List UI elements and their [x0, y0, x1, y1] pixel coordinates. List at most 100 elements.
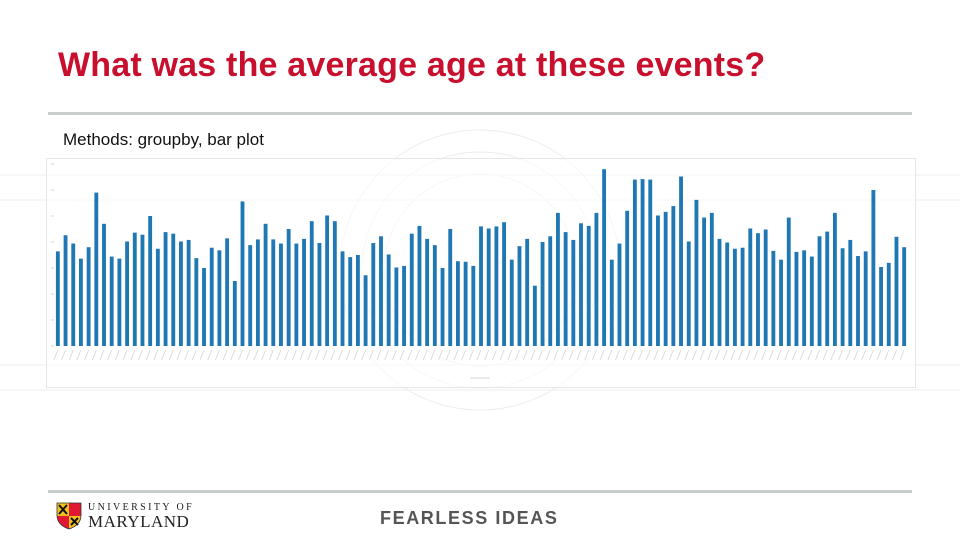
- x-tick-label-mark: [68, 349, 74, 361]
- bar: [194, 258, 199, 346]
- bar: [740, 247, 745, 346]
- x-tick-label-mark: [745, 349, 751, 361]
- x-tick-label-mark: [115, 349, 120, 361]
- x-tick-label-mark: [807, 349, 813, 361]
- bar: [179, 241, 183, 346]
- fearless-ideas-tagline: FEARLESS IDEAS: [380, 508, 559, 528]
- bar: [317, 243, 322, 346]
- x-tick-label-mark: [784, 349, 790, 361]
- logo-line-1: UNIVERSITY OF: [88, 502, 195, 513]
- bar: [240, 201, 245, 346]
- x-tick-label-mark: [553, 349, 559, 361]
- x-tick-label-mark: [438, 349, 443, 361]
- x-tick-label-mark: [561, 349, 567, 361]
- x-tick-label-mark: [899, 349, 905, 361]
- x-tick-label-mark: [492, 349, 497, 361]
- bar: [902, 247, 907, 346]
- x-tick-label-mark: [545, 349, 551, 361]
- bar: [709, 212, 714, 346]
- x-tick-label-mark: [453, 349, 459, 361]
- bar: [694, 199, 699, 346]
- bar: [286, 229, 291, 346]
- bar: [371, 243, 376, 346]
- x-tick-label-mark: [161, 349, 166, 361]
- x-tick-label-mark: [861, 349, 867, 361]
- bar: [494, 226, 499, 346]
- x-tick-label-mark: [84, 349, 89, 361]
- bar: [86, 247, 91, 346]
- x-tick-label-mark: [869, 349, 874, 361]
- bar: [163, 232, 168, 346]
- bar: [656, 215, 660, 346]
- bar: [409, 233, 414, 346]
- bar: [586, 225, 591, 346]
- x-tick-label-mark: [499, 349, 505, 361]
- x-tick-label-mark: [853, 349, 859, 361]
- bar: [417, 225, 422, 346]
- x-tick-label-mark: [91, 349, 97, 361]
- bar: [894, 236, 899, 346]
- x-tick-label-mark: [284, 349, 290, 361]
- bar: [625, 210, 630, 346]
- bar: [225, 238, 230, 346]
- footer-divider: [48, 490, 912, 493]
- x-tick-label-mark: [207, 349, 213, 361]
- x-tick-label-mark: [799, 349, 805, 361]
- x-tick-label-mark: [599, 349, 605, 361]
- x-tick-label-mark: [753, 349, 759, 361]
- x-tick-label-mark: [476, 349, 482, 361]
- bar: [486, 228, 491, 346]
- bar: [517, 246, 522, 346]
- x-tick-label-mark: [253, 349, 259, 361]
- x-tick-label-mark: [53, 349, 59, 361]
- bar: [71, 243, 76, 346]
- x-tick-label-mark: [830, 349, 836, 361]
- bar: [632, 179, 637, 346]
- x-tick-label-mark: [892, 349, 897, 361]
- x-tick-label-mark: [238, 349, 243, 361]
- x-tick-label-mark: [607, 349, 613, 361]
- x-tick-label-mark: [376, 349, 382, 361]
- x-tick-label-mark: [522, 349, 528, 361]
- bar: [186, 239, 191, 346]
- x-tick-label-mark: [138, 349, 143, 361]
- x-tick-label-mark: [668, 349, 674, 361]
- x-tick-label-mark: [268, 349, 274, 361]
- bar: [379, 236, 383, 346]
- x-tick-label-mark: [676, 349, 682, 361]
- bar: [325, 215, 330, 346]
- maryland-flag-shield-icon: [56, 502, 82, 530]
- x-tick-label-mark: [568, 349, 574, 361]
- x-tick-label-mark: [592, 349, 597, 361]
- x-tick-label-mark: [415, 349, 420, 361]
- bar: [856, 256, 860, 346]
- bar: [802, 250, 807, 346]
- bar: [540, 242, 545, 346]
- bar: [809, 256, 814, 346]
- bar: [248, 245, 253, 346]
- bar: [594, 212, 599, 346]
- bar: [817, 236, 822, 346]
- x-tick-label-mark: [345, 349, 351, 361]
- bar: [425, 238, 430, 346]
- x-tick-label-mark: [199, 349, 205, 361]
- x-tick-label-mark: [445, 349, 451, 361]
- bar: [140, 234, 145, 346]
- bar: [263, 223, 268, 346]
- bar: [148, 216, 153, 346]
- x-tick-label-mark: [361, 349, 366, 361]
- x-tick-label-mark: [322, 349, 328, 361]
- x-tick-label-mark: [730, 349, 736, 361]
- bar: [271, 239, 276, 346]
- logo-line-2: MARYLAND: [88, 512, 190, 531]
- bar: [448, 229, 453, 346]
- title-divider: [48, 112, 912, 115]
- x-tick-label-mark: [315, 349, 320, 361]
- bar: [232, 281, 237, 346]
- bar-chart: [51, 163, 907, 379]
- bar: [617, 243, 622, 346]
- bar: [563, 232, 568, 346]
- bar: [456, 261, 460, 346]
- bar: [332, 221, 337, 346]
- bar: [648, 179, 653, 346]
